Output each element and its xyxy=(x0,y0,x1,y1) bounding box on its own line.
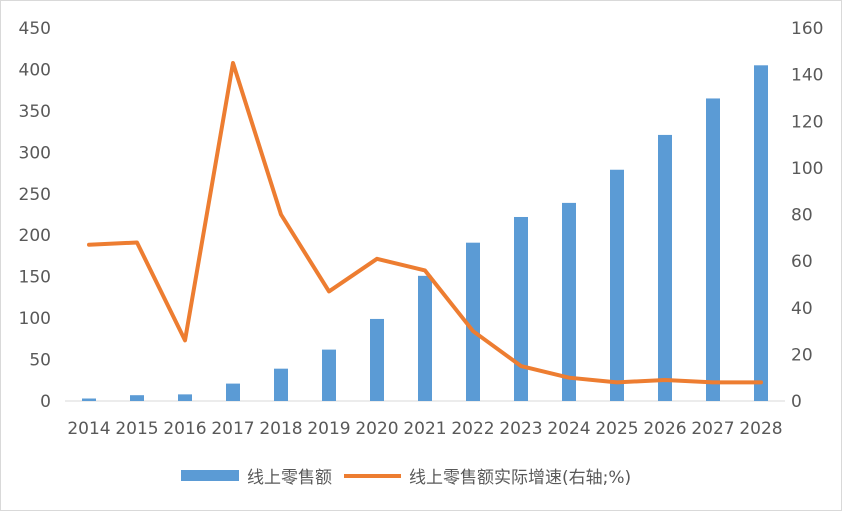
right-tick-label: 120 xyxy=(791,112,823,132)
legend-line-label: 线上零售额实际增速(右轴;%) xyxy=(409,468,631,488)
left-tick-label: 400 xyxy=(19,60,51,80)
bar xyxy=(322,349,336,401)
left-tick-label: 0 xyxy=(40,392,51,412)
x-tick-label: 2025 xyxy=(595,419,638,439)
left-tick-label: 200 xyxy=(19,226,51,246)
left-tick-label: 350 xyxy=(19,102,51,122)
right-tick-label: 160 xyxy=(791,19,823,39)
x-tick-label: 2020 xyxy=(355,419,398,439)
x-tick-label: 2015 xyxy=(115,419,158,439)
right-tick-label: 80 xyxy=(791,206,813,226)
bar-series xyxy=(82,65,768,402)
legend-bar-swatch xyxy=(181,470,239,481)
left-tick-label: 100 xyxy=(19,309,51,329)
left-tick-label: 50 xyxy=(29,351,51,371)
x-tick-label: 2023 xyxy=(499,419,542,439)
right-tick-label: 140 xyxy=(791,66,823,86)
bar xyxy=(82,398,96,401)
left-tick-label: 250 xyxy=(19,185,51,205)
legend: 线上零售额 线上零售额实际增速(右轴;%) xyxy=(181,468,631,488)
x-tick-label: 2027 xyxy=(691,419,734,439)
bar xyxy=(754,65,768,402)
left-tick-label: 300 xyxy=(19,143,51,163)
growth-rate-line xyxy=(87,60,763,385)
left-tick-label: 450 xyxy=(19,19,51,39)
x-tick-label: 2019 xyxy=(307,419,350,439)
x-tick-label: 2028 xyxy=(739,419,782,439)
right-tick-label: 20 xyxy=(791,345,813,365)
bar xyxy=(418,275,432,401)
x-tick-label: 2024 xyxy=(547,419,590,439)
x-tick-label: 2014 xyxy=(67,419,110,439)
bar xyxy=(130,395,144,401)
bar xyxy=(274,368,288,401)
legend-bar-label: 线上零售额 xyxy=(247,468,332,488)
bar xyxy=(466,242,480,401)
right-tick-label: 60 xyxy=(791,252,813,272)
bar xyxy=(562,202,576,401)
x-tick-label: 2016 xyxy=(163,419,206,439)
bar xyxy=(610,169,624,401)
bar xyxy=(706,98,720,401)
left-axis-ticks: 0 50 100 150 200 250 300 350 400 450 xyxy=(19,19,51,412)
x-tick-label: 2017 xyxy=(211,419,254,439)
x-tick-label: 2018 xyxy=(259,419,302,439)
bar xyxy=(226,383,240,401)
x-axis-ticks: 2014 2015 2016 2017 2018 2019 2020 2021 2022 2023… xyxy=(67,419,782,439)
x-tick-label: 2022 xyxy=(451,419,494,439)
x-tick-label: 2026 xyxy=(643,419,686,439)
right-tick-label: 40 xyxy=(791,299,813,319)
right-tick-label: 0 xyxy=(791,392,802,412)
bar xyxy=(370,318,384,401)
bar xyxy=(658,134,672,401)
x-tick-label: 2021 xyxy=(403,419,446,439)
bar xyxy=(514,216,528,401)
right-axis-ticks: 0 20 40 60 80 100 120 140 160 xyxy=(791,19,823,412)
bar xyxy=(178,394,192,401)
right-tick-label: 100 xyxy=(791,159,823,179)
left-tick-label: 150 xyxy=(19,268,51,288)
